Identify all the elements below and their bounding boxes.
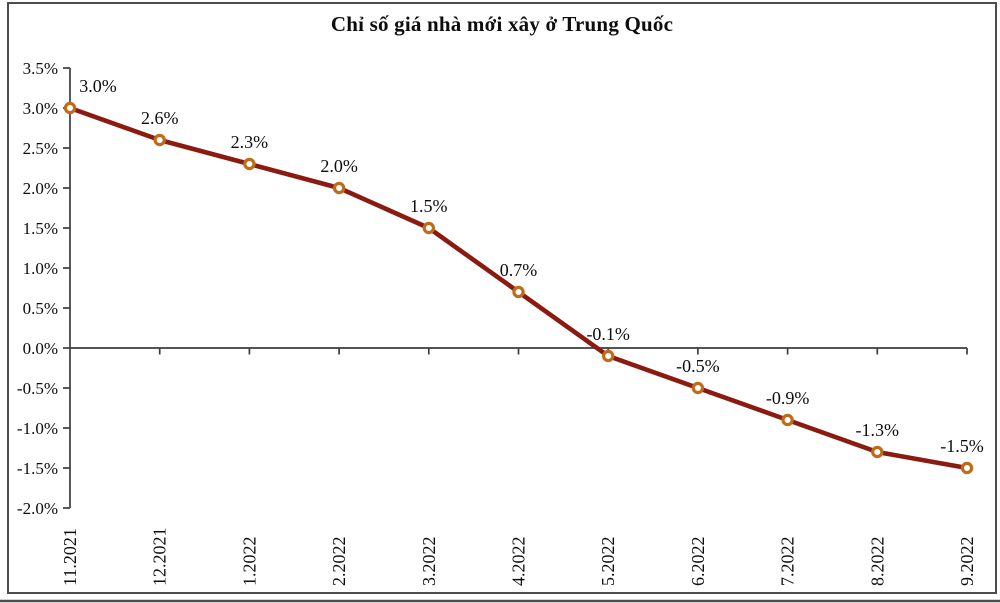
data-point-marker bbox=[422, 221, 435, 235]
x-category-label: 7.2022 bbox=[778, 537, 798, 587]
data-label: -0.9% bbox=[766, 388, 810, 408]
x-category-label: 9.2022 bbox=[957, 537, 977, 587]
y-tick-label: 0.5% bbox=[23, 299, 58, 318]
data-label: 2.3% bbox=[231, 132, 269, 152]
data-label: 2.0% bbox=[320, 156, 358, 176]
x-category-label: 8.2022 bbox=[867, 537, 887, 587]
x-category-label: 5.2022 bbox=[598, 537, 618, 587]
x-category-label: 6.2022 bbox=[688, 537, 708, 587]
x-category-label: 2.2022 bbox=[329, 537, 349, 587]
data-point-marker bbox=[63, 101, 77, 115]
data-point-marker bbox=[243, 157, 256, 171]
data-point-marker bbox=[512, 285, 525, 299]
y-tick-label: -1.0% bbox=[17, 419, 58, 438]
data-label: 1.5% bbox=[410, 196, 448, 216]
data-label: -0.5% bbox=[676, 356, 720, 376]
y-tick-label: 1.5% bbox=[23, 219, 58, 238]
x-category-label: 11.2021 bbox=[60, 528, 80, 586]
y-tick-label: -1.5% bbox=[17, 459, 58, 478]
y-tick-label: 3.0% bbox=[23, 99, 58, 118]
x-category-label: 12.2021 bbox=[150, 528, 170, 587]
data-point-marker bbox=[332, 181, 346, 195]
y-tick-label: 2.0% bbox=[23, 179, 58, 198]
data-point-marker bbox=[781, 413, 794, 427]
y-tick-label: 2.5% bbox=[23, 139, 58, 158]
data-label: -1.5% bbox=[940, 436, 984, 456]
data-point-marker bbox=[691, 381, 705, 395]
data-label: 3.0% bbox=[79, 76, 117, 96]
y-tick-label: 0.0% bbox=[23, 339, 58, 358]
data-label: 2.6% bbox=[141, 108, 179, 128]
x-category-label: 1.2022 bbox=[239, 537, 259, 587]
y-tick-label: 3.5% bbox=[23, 59, 58, 78]
data-label: 0.7% bbox=[500, 260, 538, 280]
data-point-marker bbox=[602, 349, 615, 363]
chart-title: Chỉ số giá nhà mới xây ở Trung Quốc bbox=[330, 12, 674, 36]
data-label: -0.1% bbox=[586, 324, 630, 344]
data-point-marker bbox=[960, 461, 974, 475]
y-tick-label: -0.5% bbox=[17, 379, 58, 398]
data-point-marker bbox=[871, 445, 884, 459]
chart-frame bbox=[7, 2, 997, 594]
data-point-marker bbox=[153, 133, 166, 147]
y-tick-label: -2.0% bbox=[17, 499, 58, 518]
x-category-label: 3.2022 bbox=[419, 537, 439, 587]
x-category-label: 4.2022 bbox=[509, 537, 529, 587]
y-tick-label: 1.0% bbox=[23, 259, 58, 278]
data-label: -1.3% bbox=[856, 420, 900, 440]
